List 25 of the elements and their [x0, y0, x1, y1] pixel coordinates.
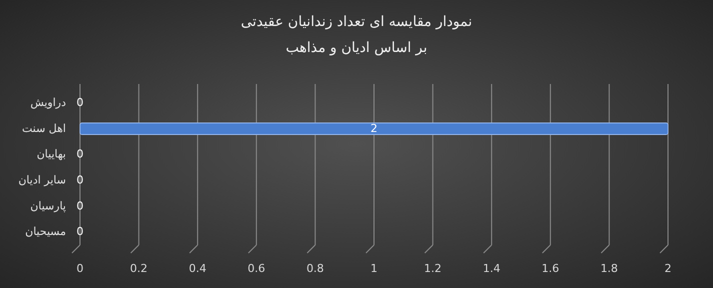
- chart-title: نمودار مقایسه ای تعداد زندانیان عقیدتی: [240, 14, 472, 30]
- y-tick-label: اهل سنت: [22, 122, 66, 135]
- x-tick-label: 1.4: [482, 262, 500, 276]
- x-tick-label: 2: [664, 262, 672, 276]
- x-tick-label: 1: [370, 262, 378, 276]
- data-label: 0: [76, 199, 84, 212]
- x-tick-label: 0.6: [248, 262, 266, 276]
- y-tick-label: دراویش: [30, 96, 66, 109]
- chart-subtitle: بر اساس ادیان و مذاهب: [286, 40, 428, 56]
- x-tick-label: 1.8: [600, 262, 618, 276]
- y-tick-label: سایر ادیان: [18, 173, 66, 186]
- data-label: 0: [76, 225, 84, 238]
- x-tick-label: 0: [76, 262, 84, 276]
- x-tick-label: 0.8: [306, 262, 324, 276]
- data-label: 2: [370, 122, 378, 135]
- x-tick-label: 1.2: [424, 262, 442, 276]
- x-tick-label: 0.4: [188, 262, 206, 276]
- y-tick-label: بهاییان: [36, 148, 66, 161]
- y-tick-label: مسیحیان: [25, 225, 66, 238]
- x-tick-label: 1.6: [542, 262, 560, 276]
- data-label: 0: [76, 148, 84, 161]
- x-tick-label: 0.2: [130, 262, 148, 276]
- y-tick-label: پارسیان: [30, 199, 66, 212]
- data-label: 0: [76, 173, 84, 186]
- data-label: 0: [76, 96, 84, 109]
